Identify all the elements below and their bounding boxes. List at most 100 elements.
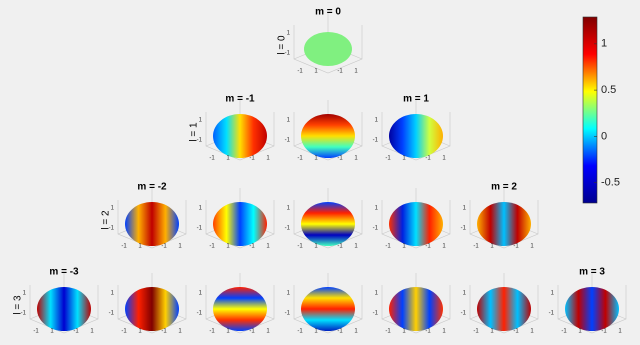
colorbar-tick-label: 0 bbox=[601, 130, 607, 142]
axis-tick-label: 1 bbox=[266, 156, 270, 162]
row-label: l = 2 bbox=[101, 210, 112, 230]
sphere-surface bbox=[37, 287, 91, 331]
axis-tick-label: -1 bbox=[297, 69, 303, 75]
axis-tick-label: 1 bbox=[287, 291, 291, 297]
sphere-surface bbox=[389, 202, 443, 246]
axis-tick-label: 1 bbox=[111, 206, 115, 212]
axis-tick-label: 1 bbox=[442, 244, 446, 250]
axis-tick-label: 1 bbox=[111, 291, 115, 297]
axis-tick-label: 1 bbox=[530, 244, 534, 250]
subplot-title: m = 3 bbox=[579, 267, 605, 278]
subplot: -1 -1 -1 1 1 1 m = -3 l = 3 bbox=[13, 267, 99, 335]
subplot: -1 -1 -1 1 1 1 bbox=[109, 273, 187, 335]
axis-tick-label: -1 bbox=[337, 156, 343, 162]
axis-tick-label: 1 bbox=[375, 206, 379, 212]
axis-tick-label: -1 bbox=[197, 311, 203, 317]
subplot: -1 -1 -1 1 1 1 bbox=[197, 188, 275, 250]
axis-tick-label: -1 bbox=[249, 329, 255, 335]
axis-tick-label: -1 bbox=[461, 311, 467, 317]
axis-tick-label: -1 bbox=[385, 329, 391, 335]
row-label: l = 1 bbox=[189, 122, 200, 142]
axis-tick-label: 1 bbox=[354, 69, 358, 75]
axis-tick-label: -1 bbox=[561, 329, 567, 335]
subplot: -1 -1 -1 1 1 1 m = -2 l = 2 bbox=[101, 182, 187, 250]
axis-tick-label: -1 bbox=[249, 156, 255, 162]
sphere-surface bbox=[301, 202, 355, 246]
axis-tick-label: 1 bbox=[50, 329, 54, 335]
colorbar-tick-label: 1 bbox=[601, 38, 607, 50]
axis-tick-label: -1 bbox=[513, 329, 519, 335]
subplot: -1 -1 -1 1 1 1 bbox=[373, 188, 451, 250]
axis-tick-label: -1 bbox=[297, 329, 303, 335]
sphere-surface bbox=[389, 287, 443, 331]
subplot: -1 -1 -1 1 1 1 m = 3 bbox=[549, 267, 627, 335]
subplot-title: m = -2 bbox=[137, 182, 167, 193]
sphere-surface bbox=[125, 287, 179, 331]
sphere-surface bbox=[213, 202, 267, 246]
axis-tick-label: -1 bbox=[21, 311, 27, 317]
axis-tick-label: -1 bbox=[197, 226, 203, 232]
colorbar-tick-label: 0.5 bbox=[601, 84, 616, 96]
subplot: -1 -1 -1 1 1 1 m = 0 l = 0 bbox=[277, 7, 363, 75]
axis-tick-label: 1 bbox=[199, 206, 203, 212]
subplot: -1 -1 -1 1 1 1 bbox=[373, 273, 451, 335]
axis-tick-label: -1 bbox=[385, 244, 391, 250]
subplot: -1 -1 -1 1 1 1 m = -1 l = 1 bbox=[189, 94, 275, 162]
axis-tick-label: -1 bbox=[285, 51, 291, 57]
sphere-surface bbox=[389, 114, 443, 158]
axis-tick-label: 1 bbox=[287, 31, 291, 37]
axis-tick-label: 1 bbox=[178, 244, 182, 250]
axis-tick-label: 1 bbox=[375, 118, 379, 124]
sphere-surface bbox=[301, 114, 355, 158]
axis-tick-label: 1 bbox=[354, 244, 358, 250]
axis-tick-label: 1 bbox=[530, 329, 534, 335]
axis-tick-label: 1 bbox=[199, 118, 203, 124]
axis-tick-label: -1 bbox=[337, 244, 343, 250]
axis-tick-label: -1 bbox=[161, 329, 167, 335]
axis-tick-label: -1 bbox=[425, 329, 431, 335]
axis-tick-label: -1 bbox=[121, 244, 127, 250]
axis-tick-label: 1 bbox=[618, 329, 622, 335]
axis-tick-label: 1 bbox=[23, 291, 27, 297]
axis-tick-label: -1 bbox=[297, 244, 303, 250]
axis-tick-label: -1 bbox=[373, 226, 379, 232]
axis-tick-label: -1 bbox=[473, 329, 479, 335]
sphere-surface bbox=[213, 287, 267, 331]
axis-tick-label: 1 bbox=[402, 329, 406, 335]
axis-tick-label: 1 bbox=[463, 291, 467, 297]
axis-tick-label: 1 bbox=[442, 329, 446, 335]
axis-tick-label: 1 bbox=[226, 244, 230, 250]
sphere-surface bbox=[213, 114, 267, 158]
sphere-surface bbox=[477, 287, 531, 331]
subplot: -1 -1 -1 1 1 1 bbox=[197, 273, 275, 335]
axis-tick-label: -1 bbox=[337, 69, 343, 75]
axis-tick-label: 1 bbox=[463, 206, 467, 212]
axis-tick-label: -1 bbox=[461, 226, 467, 232]
subplot-title: m = -3 bbox=[49, 267, 79, 278]
axis-tick-label: -1 bbox=[373, 311, 379, 317]
axis-tick-label: 1 bbox=[266, 329, 270, 335]
subplot: -1 -1 -1 1 1 1 m = 1 bbox=[373, 94, 451, 162]
axis-tick-label: -1 bbox=[33, 329, 39, 335]
axis-tick-label: 1 bbox=[354, 156, 358, 162]
axis-tick-label: -1 bbox=[249, 244, 255, 250]
axis-tick-label: 1 bbox=[490, 244, 494, 250]
axis-tick-label: 1 bbox=[138, 244, 142, 250]
colorbar-tick-label: -0.5 bbox=[601, 177, 620, 189]
axis-tick-label: -1 bbox=[373, 138, 379, 144]
axis-tick-label: -1 bbox=[337, 329, 343, 335]
axis-tick-label: 1 bbox=[287, 118, 291, 124]
axis-tick-label: -1 bbox=[209, 244, 215, 250]
axis-tick-label: 1 bbox=[226, 156, 230, 162]
sphere-surface bbox=[565, 287, 619, 331]
axis-tick-label: 1 bbox=[287, 206, 291, 212]
subplot-title: m = 2 bbox=[491, 182, 517, 193]
axis-tick-label: -1 bbox=[197, 138, 203, 144]
colorbar bbox=[582, 16, 598, 204]
axis-tick-label: -1 bbox=[73, 329, 79, 335]
axis-tick-label: -1 bbox=[285, 138, 291, 144]
sphere-surface bbox=[304, 32, 352, 66]
axis-tick-label: -1 bbox=[473, 244, 479, 250]
axis-tick-label: -1 bbox=[297, 156, 303, 162]
row-label: l = 3 bbox=[13, 295, 24, 315]
